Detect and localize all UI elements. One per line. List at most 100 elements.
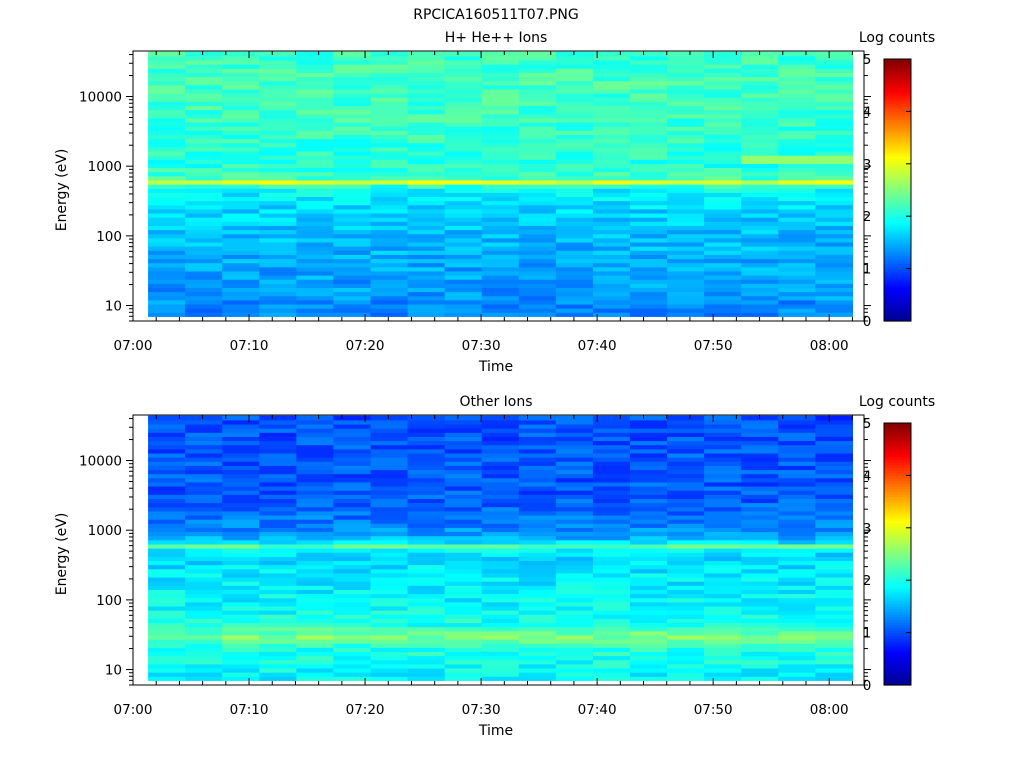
spectrogram-cell (259, 436, 297, 442)
spectrogram-cell (778, 655, 816, 661)
spectrogram-cell (481, 643, 520, 648)
spectrogram-cell (741, 423, 779, 429)
spectrogram-cell (629, 519, 668, 524)
colorbar-segment (884, 258, 911, 262)
spectrogram-cell (407, 419, 446, 425)
spectrogram-cell (370, 651, 409, 657)
spectrogram-cell (629, 138, 668, 144)
colorbar-segment (884, 661, 911, 665)
spectrogram-cell (592, 88, 631, 94)
spectrogram-cell (481, 229, 520, 235)
spectrogram-cell (296, 589, 335, 595)
spectrogram-cell (333, 597, 372, 603)
spectrogram-cell (555, 457, 594, 462)
spectrogram-cell (296, 663, 335, 669)
spectrogram-cell (148, 531, 186, 537)
spectrogram-cell (185, 51, 223, 57)
spectrogram-cell (444, 659, 483, 665)
spectrogram-cell (444, 655, 483, 661)
spectrogram-cell (370, 113, 409, 119)
spectrogram-cell (407, 626, 446, 632)
spectrogram-cell (222, 274, 260, 280)
spectrogram-cell (222, 295, 260, 301)
spectrogram-cell (815, 659, 853, 665)
spectrogram-cell (667, 564, 705, 570)
spectrogram-cell (741, 572, 779, 578)
spectrogram-cell (148, 237, 186, 243)
spectrogram-cell (704, 419, 742, 425)
x-tick-label: 07:00 (114, 702, 153, 718)
spectrogram-cell (555, 572, 594, 578)
spectrogram-cell (444, 229, 483, 235)
spectrogram-cell (704, 568, 742, 574)
spectrogram-cell (370, 217, 409, 222)
spectrogram-cell (333, 204, 372, 210)
spectrogram-cell (815, 270, 853, 276)
spectrogram-cell (741, 539, 779, 545)
spectrogram-cell (185, 291, 223, 297)
spectrogram-cell (555, 51, 594, 57)
spectrogram-cell (592, 192, 631, 198)
colorbar-segment (884, 501, 911, 505)
spectrogram-cell (778, 97, 816, 102)
spectrogram-cell (296, 80, 335, 86)
spectrogram-cell (518, 121, 557, 127)
spectrogram-cell (592, 581, 631, 586)
spectrogram-cell (815, 188, 853, 193)
spectrogram-cell (778, 121, 816, 127)
spectrogram-cell (222, 188, 260, 193)
spectrogram-cell (185, 444, 223, 450)
spectrogram-cell (667, 204, 705, 210)
spectrogram-cell (222, 626, 260, 632)
spectrogram-cell (518, 576, 557, 582)
spectrogram-cell (407, 130, 446, 135)
spectrogram-cell (667, 121, 705, 127)
spectrogram-cell (741, 647, 779, 652)
spectrogram-cell (296, 283, 335, 288)
colorbar-segment (884, 176, 911, 181)
spectrogram-cell (667, 419, 705, 425)
spectrogram-cell (741, 291, 779, 297)
spectrogram-cell (667, 212, 705, 218)
spectrogram-cell (704, 51, 742, 57)
spectrogram-cell (741, 204, 779, 210)
spectrogram-cell (148, 167, 186, 173)
spectrogram-cell (778, 287, 816, 293)
spectrogram-cell (592, 163, 631, 169)
spectrogram-cell (629, 221, 668, 226)
spectrogram-cell (333, 444, 372, 450)
colorbar-segment (884, 279, 911, 283)
spectrogram-cell (333, 564, 372, 570)
spectrogram-cell (815, 560, 853, 566)
spectrogram-cell (370, 630, 409, 636)
spectrogram-cell (704, 601, 742, 607)
spectrogram-cell (259, 138, 297, 144)
spectrogram-cell (407, 502, 446, 508)
colorbar-segment (884, 506, 911, 511)
spectrogram-cell (704, 188, 742, 193)
colorbar-segment (884, 480, 911, 484)
spectrogram-cell (518, 428, 557, 433)
spectrogram-cell (296, 142, 335, 148)
spectrogram-cell (259, 672, 297, 677)
spectrogram-cell (629, 514, 668, 520)
spectrogram-cell (259, 51, 297, 57)
spectrogram-cell (815, 225, 853, 231)
spectrogram-cell (333, 452, 372, 458)
spectrogram-cell (592, 291, 631, 297)
colorbar-label: Log counts (859, 394, 935, 410)
spectrogram-cell (704, 88, 742, 94)
spectrogram-cell (815, 527, 853, 533)
spectrogram-cell (444, 59, 483, 65)
spectrogram-cell (296, 593, 335, 599)
spectrogram-cell (407, 105, 446, 111)
spectrogram-cell (444, 436, 483, 442)
spectrogram-cell (370, 97, 409, 102)
spectrogram-cell (815, 498, 853, 504)
colorbar-segment (884, 674, 911, 678)
spectrogram-cell (222, 246, 260, 251)
spectrogram-cell (481, 440, 520, 446)
spectrogram-cell (629, 97, 668, 102)
colorbar-segment (884, 315, 911, 319)
spectrogram-cell (629, 93, 668, 98)
